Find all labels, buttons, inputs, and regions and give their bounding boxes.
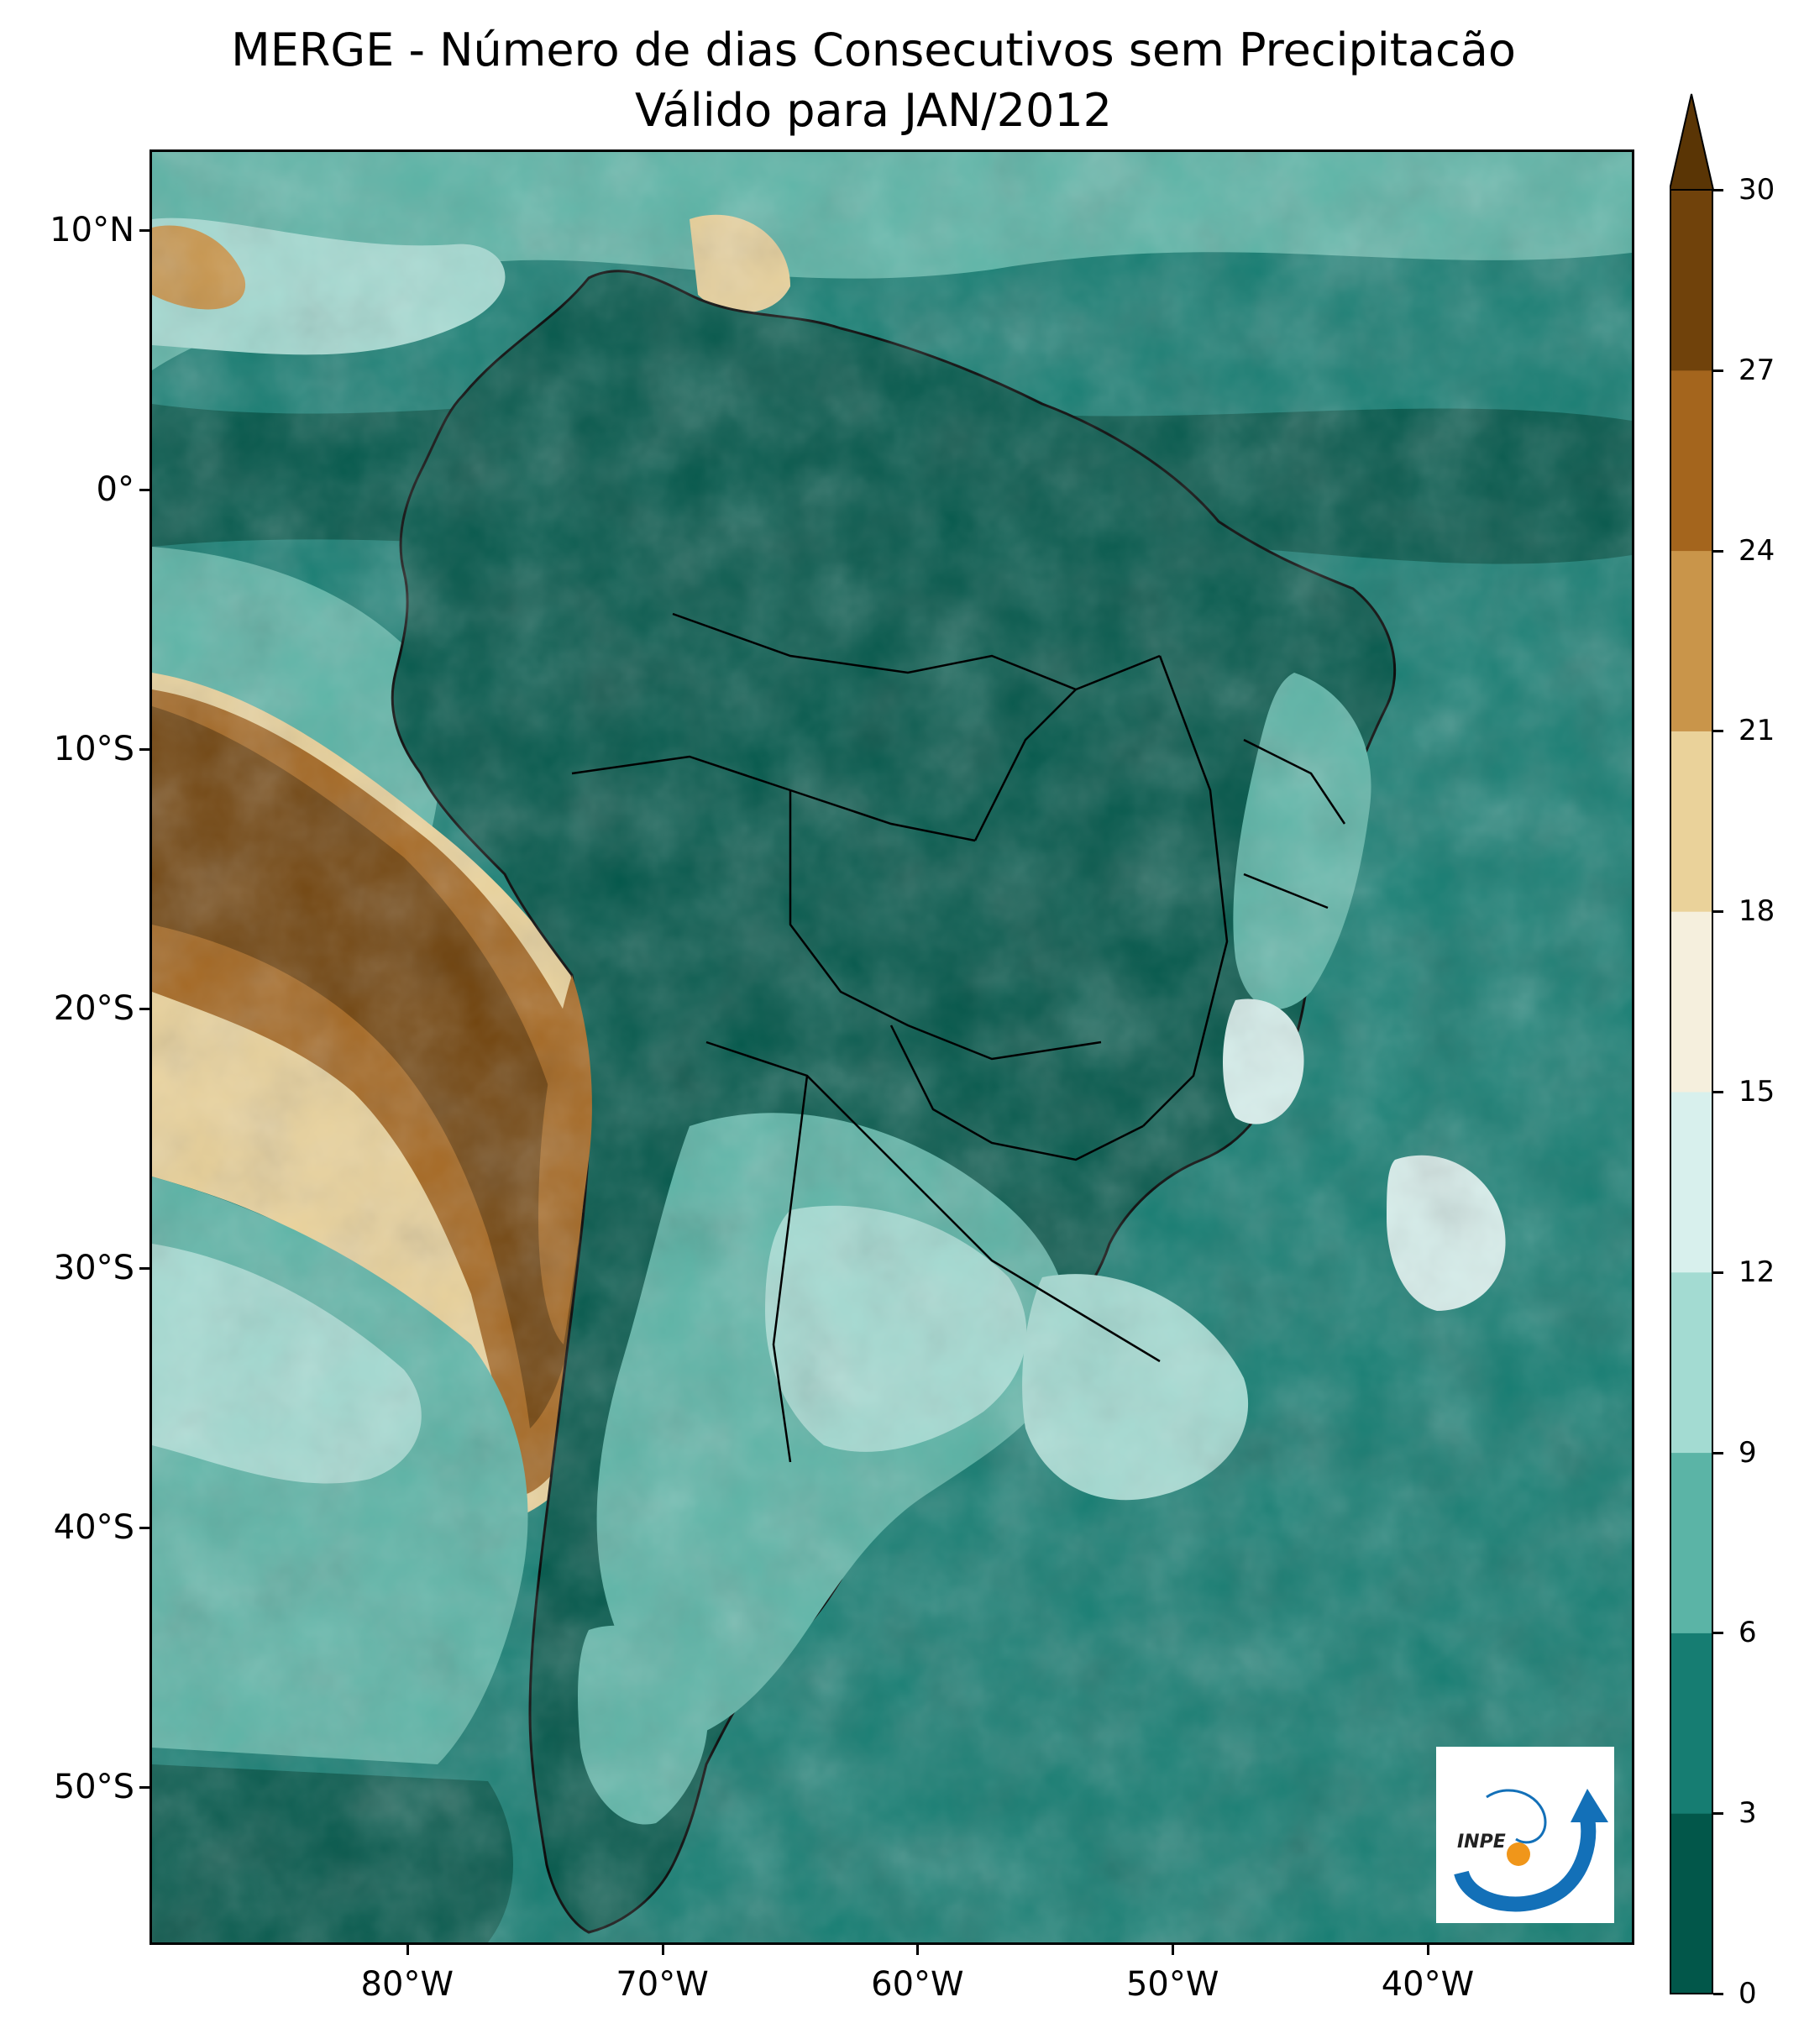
colorbar-segment [1670,550,1713,731]
colorbar-tick [1713,1451,1723,1454]
colorbar-tick-label: 0 [1738,1977,1757,2010]
colorbar-segment [1670,731,1713,912]
lon-tick [661,1945,664,1955]
colorbar-tick [1713,549,1723,553]
colorbar-tick-label: 24 [1738,533,1775,568]
lon-tick-label: 80°W [360,1965,454,2004]
colorbar-segment [1670,1452,1713,1633]
colorbar-tick-label: 6 [1738,1616,1757,1650]
lat-tick [139,1785,149,1789]
lon-tick [406,1945,409,1955]
lat-tick [139,1266,149,1270]
lat-tick-label: 40°S [53,1507,134,1547]
colorbar-segment [1670,190,1713,371]
lat-tick-label: 10°S [53,729,134,768]
lat-tick [139,1526,149,1529]
lat-tick [139,488,149,491]
lon-tick-label: 50°W [1125,1965,1219,2004]
colorbar-outline [1670,189,1713,1994]
inpe-logo: INPE [1436,1747,1614,1923]
map-subtitle: Válido para JAN/2012 [634,84,1113,137]
lon-tick-label: 60°W [871,1965,964,2004]
map-area [149,149,1634,1945]
lon-tick [1172,1945,1175,1955]
lat-tick [139,228,149,232]
colorbar-tick-label: 30 [1738,173,1775,207]
colorbar-tick-label: 18 [1738,894,1775,929]
map-title: MERGE - Número de dias Consecutivos sem … [231,24,1516,76]
colorbar [1670,93,1715,1994]
colorbar-tick [1713,1271,1723,1274]
lat-tick-label: 50°S [53,1767,134,1806]
colorbar-segment [1670,911,1713,1093]
colorbar-segment [1670,369,1713,552]
colorbar-tick [1713,730,1723,733]
colorbar-segment [1670,1271,1713,1454]
lon-tick-label: 40°W [1381,1965,1475,2004]
colorbar-tick-label: 15 [1738,1075,1775,1108]
lon-tick [916,1945,920,1955]
colorbar-extend-arrow [1670,93,1715,191]
lat-tick-label: 0° [96,469,134,509]
colorbar-tick-label: 27 [1738,353,1775,387]
colorbar-tick [1713,910,1723,914]
colorbar-tick-label: 3 [1738,1796,1757,1831]
colorbar-tick [1713,1812,1723,1816]
lat-tick [139,1007,149,1010]
colorbar-tick [1713,1993,1723,1995]
lat-tick-label: 10°N [50,210,134,249]
lon-tick [1426,1945,1429,1955]
lat-tick-label: 30°S [53,1248,134,1287]
map-canvas [152,152,1632,1942]
logo-swoosh [1454,1816,1597,1912]
political-borders [571,612,1346,1463]
colorbar-tick-label: 9 [1738,1435,1757,1470]
colorbar-tick [1713,369,1723,372]
lat-tick-label: 20°S [53,988,134,1028]
colorbar-segment [1670,1813,1713,1994]
logo-dot [1507,1842,1530,1866]
colorbar-tick [1713,1632,1723,1635]
texture-overlay [152,152,1632,1942]
logo-arrow [1571,1789,1608,1822]
colorbar-tick [1713,189,1723,191]
colorbar-tick-label: 12 [1738,1255,1775,1289]
colorbar-segment [1670,1092,1713,1273]
lat-tick [139,747,149,751]
colorbar-segment [1670,1633,1713,1814]
colorbar-tick-label: 21 [1738,714,1775,748]
logo-text: INPE [1457,1832,1506,1853]
colorbar-tick [1713,1091,1723,1093]
lon-tick-label: 70°W [616,1965,709,2004]
